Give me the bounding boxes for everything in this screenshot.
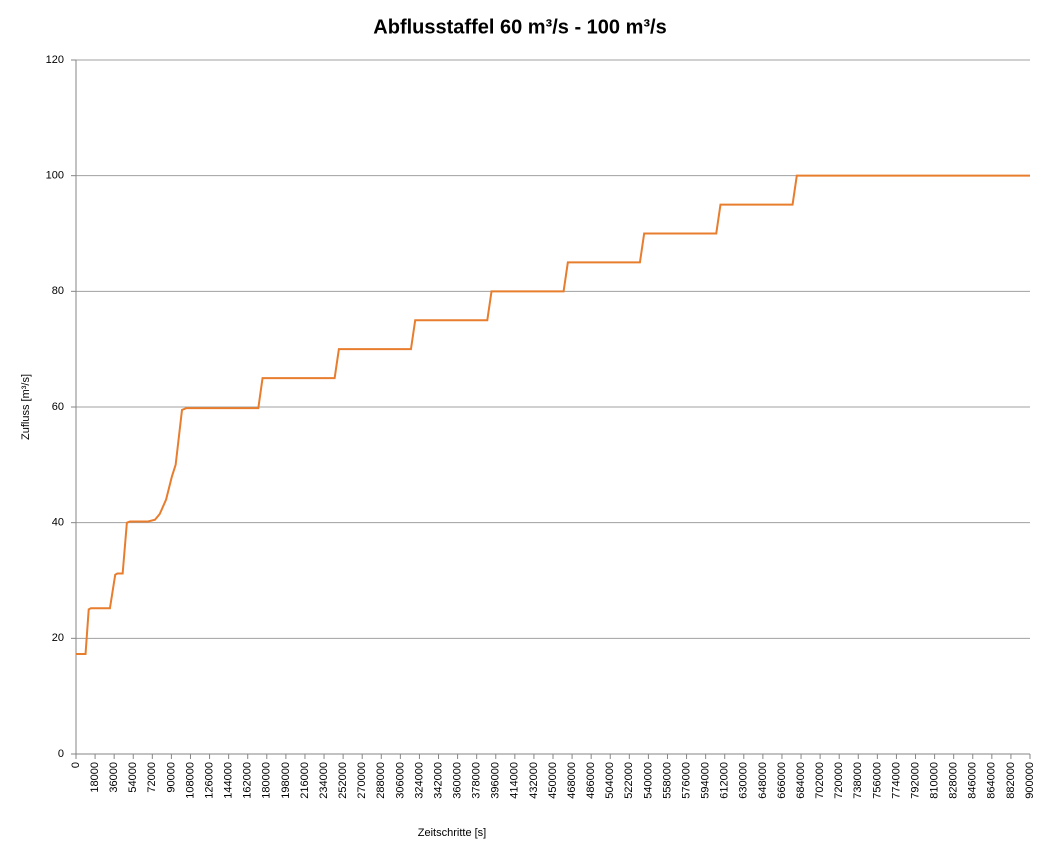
x-tick-label: 288000 — [375, 762, 387, 799]
x-tick-label: 414000 — [509, 762, 521, 799]
x-tick-label: 720000 — [833, 762, 845, 799]
x-tick-label: 270000 — [356, 762, 368, 799]
x-tick-label: 378000 — [471, 762, 483, 799]
x-tick-label: 864000 — [986, 762, 998, 799]
y-axis-label: Zufluss [m³/s] — [20, 374, 32, 440]
x-tick-label: 504000 — [604, 762, 616, 799]
x-tick-label: 648000 — [757, 762, 769, 799]
x-tick-label: 630000 — [738, 762, 750, 799]
x-tick-label: 810000 — [929, 762, 941, 799]
x-tick-label: 792000 — [909, 762, 921, 799]
x-tick-label: 594000 — [700, 762, 712, 799]
x-tick-label: 216000 — [299, 762, 311, 799]
x-tick-label: 828000 — [948, 762, 960, 799]
x-tick-label: 396000 — [490, 762, 502, 799]
x-tick-label: 576000 — [680, 762, 692, 799]
x-tick-label: 0 — [70, 762, 82, 768]
x-tick-label: 360000 — [452, 762, 464, 799]
x-tick-label: 126000 — [203, 762, 215, 799]
x-tick-label: 180000 — [261, 762, 273, 799]
y-tick-label: 0 — [58, 748, 64, 760]
x-tick-label: 666000 — [776, 762, 788, 799]
x-tick-label: 684000 — [795, 762, 807, 799]
x-tick-label: 702000 — [814, 762, 826, 799]
chart-title: Abflusstaffel 60 m³/s - 100 m³/s — [373, 16, 666, 38]
y-tick-label: 60 — [52, 401, 64, 413]
x-tick-label: 900000 — [1024, 762, 1036, 799]
x-tick-label: 54000 — [127, 762, 139, 793]
x-tick-label: 252000 — [337, 762, 349, 799]
x-tick-label: 198000 — [280, 762, 292, 799]
x-tick-label: 162000 — [242, 762, 254, 799]
x-tick-label: 612000 — [719, 762, 731, 799]
y-tick-label: 80 — [52, 285, 64, 297]
x-tick-label: 18000 — [89, 762, 101, 793]
x-tick-label: 738000 — [852, 762, 864, 799]
x-axis-label: Zeitschritte [s] — [418, 827, 486, 839]
x-tick-label: 324000 — [413, 762, 425, 799]
x-tick-label: 144000 — [223, 762, 235, 799]
x-tick-label: 522000 — [623, 762, 635, 799]
x-tick-label: 558000 — [661, 762, 673, 799]
x-tick-label: 540000 — [642, 762, 654, 799]
x-tick-label: 306000 — [394, 762, 406, 799]
x-tick-label: 432000 — [528, 762, 540, 799]
x-tick-label: 234000 — [318, 762, 330, 799]
x-tick-label: 72000 — [146, 762, 158, 793]
x-tick-label: 774000 — [890, 762, 902, 799]
x-tick-label: 36000 — [108, 762, 120, 793]
x-tick-label: 846000 — [967, 762, 979, 799]
x-tick-label: 468000 — [566, 762, 578, 799]
data-line — [76, 174, 1030, 655]
x-tick-label: 90000 — [165, 762, 177, 793]
y-tick-label: 20 — [52, 632, 64, 644]
x-tick-label: 108000 — [184, 762, 196, 799]
x-tick-label: 450000 — [547, 762, 559, 799]
y-tick-label: 40 — [52, 517, 64, 529]
x-tick-label: 486000 — [585, 762, 597, 799]
x-tick-label: 756000 — [871, 762, 883, 799]
y-tick-label: 120 — [46, 54, 64, 66]
x-tick-label: 342000 — [432, 762, 444, 799]
x-tick-label: 882000 — [1005, 762, 1017, 799]
y-tick-label: 100 — [46, 170, 64, 182]
